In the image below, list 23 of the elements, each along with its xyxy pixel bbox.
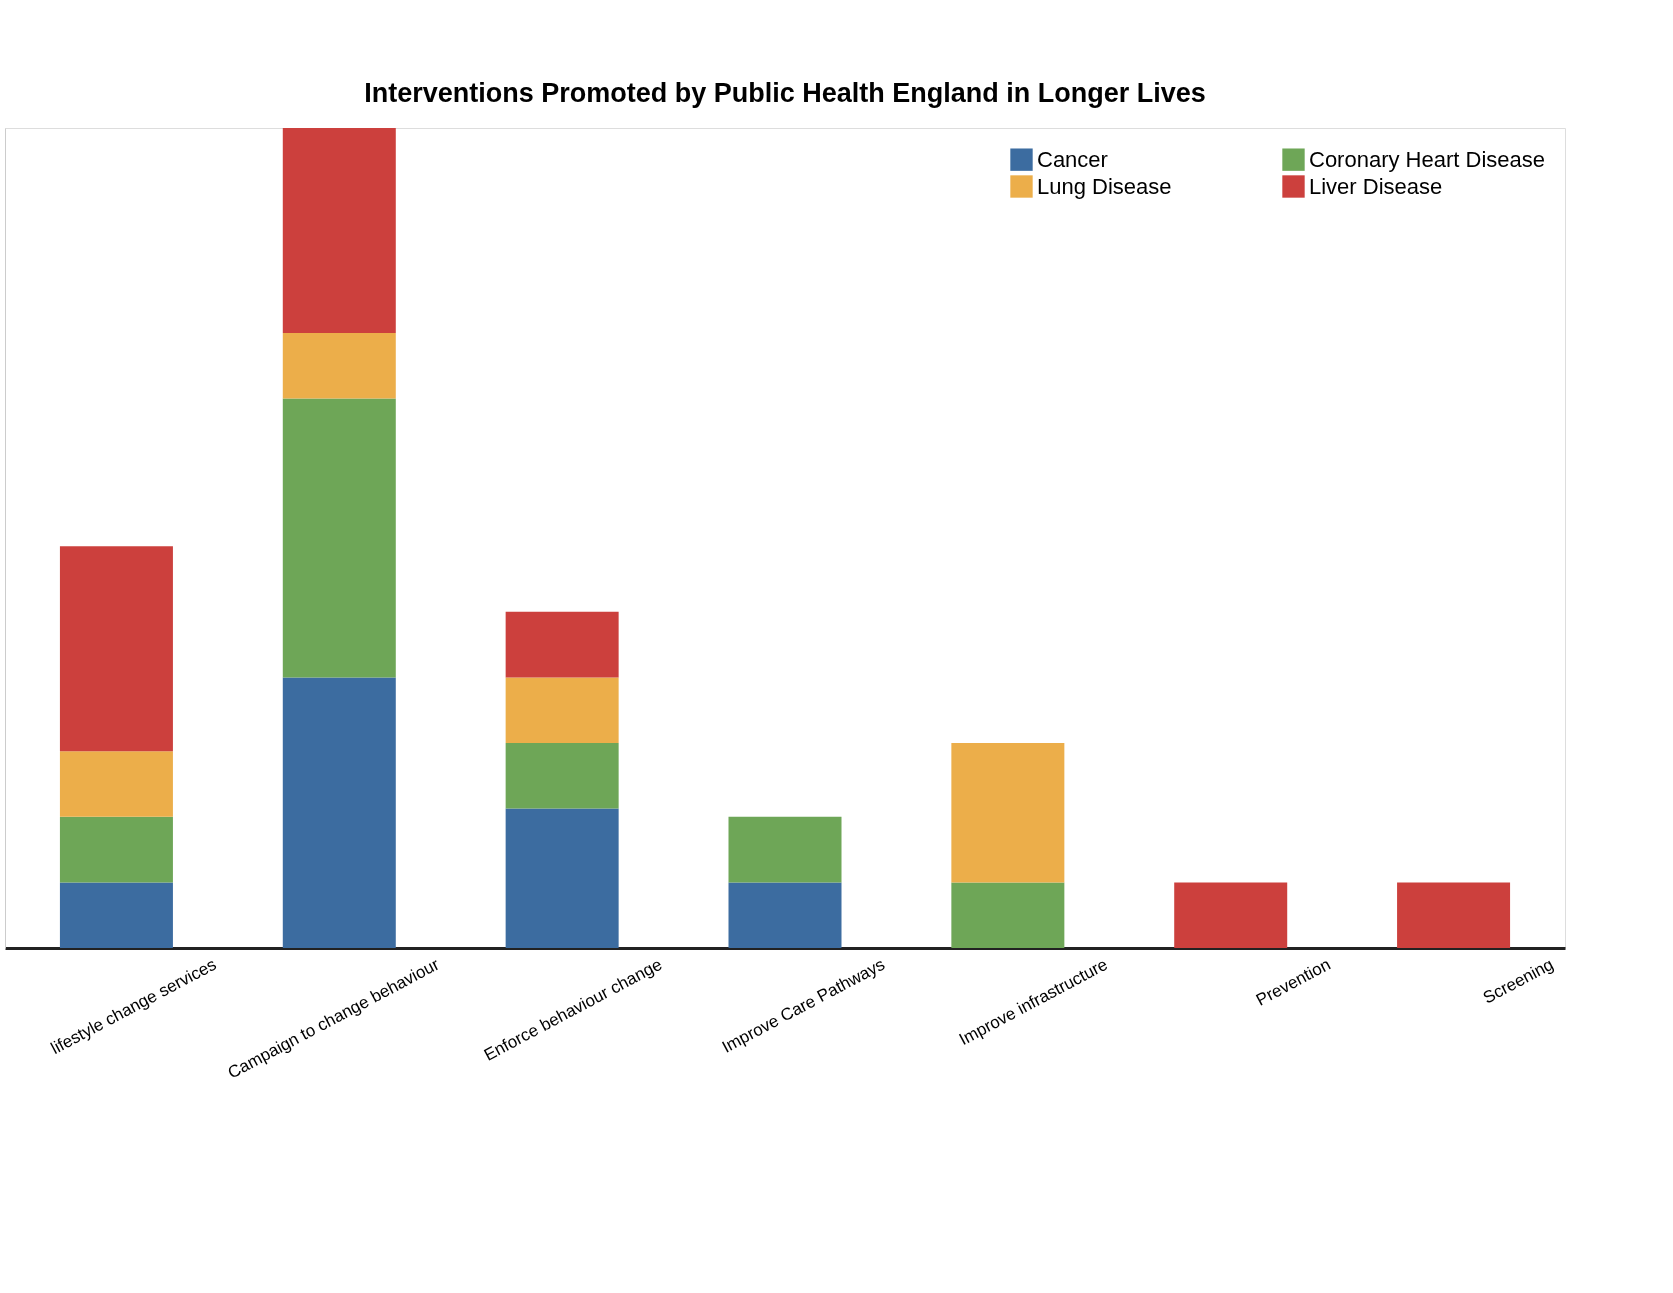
bar <box>505 611 619 678</box>
bar <box>728 882 842 948</box>
legend-label: Liver Disease <box>1309 173 1443 199</box>
bar <box>728 816 842 883</box>
bar <box>951 743 1065 883</box>
bar <box>282 128 396 333</box>
bar <box>282 398 396 678</box>
legend-label: Lung Disease <box>1037 173 1172 199</box>
bar <box>59 546 173 752</box>
bar <box>282 677 396 948</box>
bar <box>59 816 173 883</box>
chart-title: Interventions Promoted by Public Health England in Longer Lives <box>364 78 1206 108</box>
bar <box>505 808 619 948</box>
bar <box>1397 882 1511 948</box>
legend-label: Cancer <box>1037 146 1108 172</box>
bar <box>505 677 619 743</box>
bar <box>59 751 173 817</box>
bar <box>282 333 396 399</box>
bar <box>59 882 173 948</box>
legend-label: Coronary Heart Disease <box>1309 146 1545 172</box>
bar <box>951 882 1065 948</box>
bar <box>1174 882 1288 948</box>
bar <box>505 743 619 809</box>
